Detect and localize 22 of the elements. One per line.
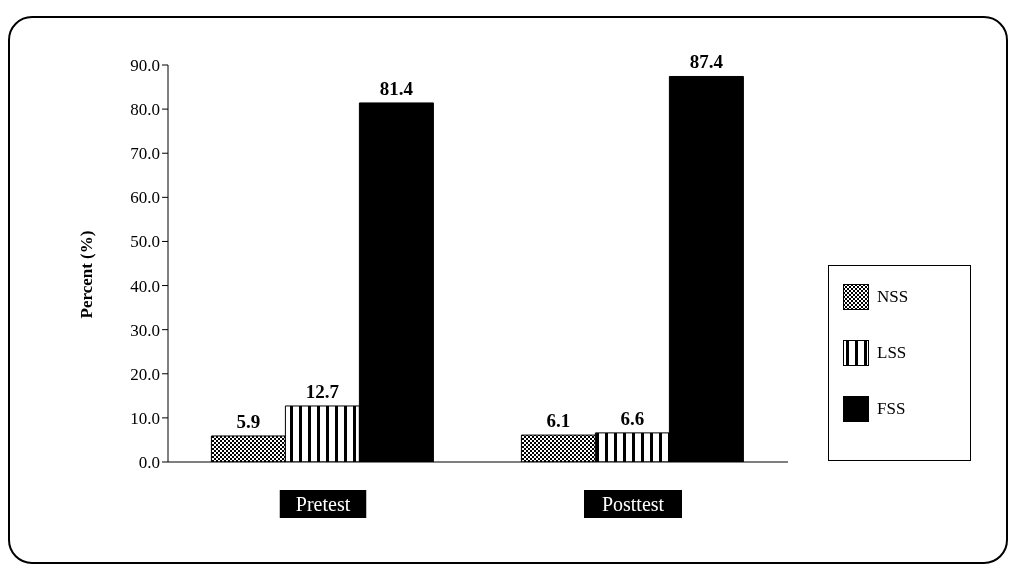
y-tick-label: 20.0 [130, 364, 160, 384]
data-label: 5.9 [236, 410, 261, 432]
y-tick-label: 40.0 [130, 276, 160, 296]
y-tick-label: 60.0 [130, 188, 160, 208]
data-label: 81.4 [379, 77, 414, 99]
legend-label: FSS [877, 399, 906, 419]
x-tick-label: Pretest [295, 493, 351, 515]
y-tick-label: 0.0 [138, 453, 160, 473]
y-tick-label: 70.0 [130, 144, 160, 164]
y-tick-label: 50.0 [130, 232, 160, 252]
x-tick-label: Posttest [601, 493, 665, 515]
y-axis-title: Percent (%) [77, 230, 97, 319]
y-tick-label: 90.0 [130, 56, 160, 76]
y-tick-label: 80.0 [130, 100, 160, 120]
data-label: 6.1 [546, 410, 571, 432]
y-tick-label: 30.0 [130, 320, 160, 340]
data-label: 12.7 [305, 380, 340, 402]
y-tick-label: 10.0 [130, 408, 160, 428]
legend-label: LSS [877, 343, 907, 363]
legend-label: NSS [877, 287, 909, 307]
data-label: 6.6 [620, 407, 645, 429]
data-label: 87.4 [689, 51, 724, 73]
